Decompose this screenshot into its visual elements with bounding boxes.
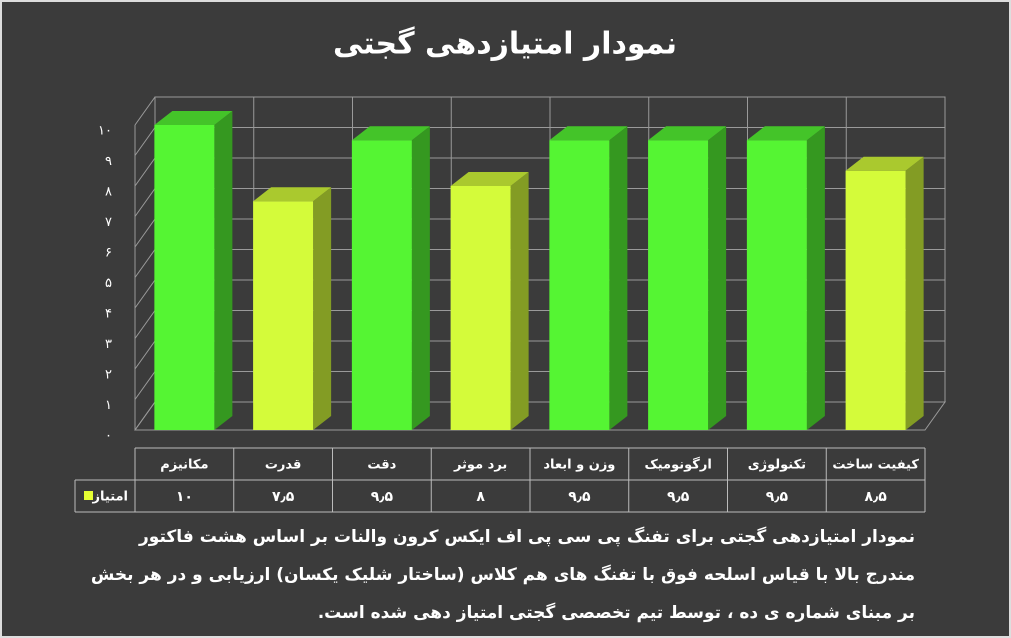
- bar-top: [845, 156, 924, 171]
- value-label: ۹٫۵: [766, 489, 789, 505]
- value-label: ۱۰: [176, 489, 193, 505]
- bar-top: [154, 111, 233, 125]
- x-tick-label: مکانیزم: [160, 458, 208, 473]
- bar-side: [708, 126, 727, 430]
- bar-side: [806, 126, 825, 430]
- x-tick-label: قدرت: [265, 458, 302, 473]
- bar: [746, 140, 807, 430]
- caption: نمودار امتیازدهی گجتی برای تفنگ پی سی پی…: [90, 527, 915, 623]
- y-tick-label: ۸: [105, 185, 112, 200]
- bar: [154, 125, 215, 430]
- x-tick-label: وزن و ابعاد: [543, 458, 615, 473]
- value-label: ۸: [476, 489, 485, 505]
- y-tick-label: ۱: [105, 398, 112, 413]
- y-tick-label: ۶: [105, 246, 112, 261]
- bar: [351, 140, 412, 430]
- chart-title: نمودار امتیازدهی گجتی: [333, 26, 677, 62]
- legend-label: امتیاز: [92, 490, 128, 505]
- value-label: ۹٫۵: [568, 489, 591, 505]
- bar: [549, 140, 610, 430]
- y-tick-label: ۱۰: [98, 124, 112, 139]
- y-tick-label: ۴: [105, 307, 112, 322]
- bar-top: [549, 126, 628, 141]
- bar-top: [648, 126, 727, 141]
- bar-side: [214, 111, 233, 430]
- y-tick-label: ۵: [105, 276, 112, 291]
- x-tick-label: کیفیت ساخت: [832, 458, 919, 473]
- x-tick-label: برد موثر: [453, 458, 507, 473]
- y-tick-label: ۲: [105, 368, 112, 383]
- y-tick-label: ۹: [105, 154, 112, 169]
- bar-top: [450, 172, 529, 186]
- x-tick-label: تکنولوژی: [748, 458, 806, 473]
- bar-side: [905, 156, 924, 430]
- value-label: ۷٫۵: [272, 489, 295, 505]
- bar-side: [313, 187, 332, 430]
- bar-side: [609, 126, 628, 430]
- bar: [845, 170, 906, 430]
- bar-top: [746, 126, 825, 141]
- value-label: ۸٫۵: [864, 489, 887, 505]
- bar: [450, 186, 511, 430]
- x-tick-label: ارگونومیک: [644, 457, 711, 473]
- bar-top: [351, 126, 430, 141]
- x-tick-label: دقت: [367, 458, 396, 473]
- legend-swatch: [84, 491, 93, 500]
- value-label: ۹٫۵: [371, 489, 394, 505]
- bar-side: [510, 172, 529, 430]
- y-tick-label: ۷: [105, 215, 112, 230]
- value-label: ۹٫۵: [667, 489, 690, 505]
- bar: [253, 201, 314, 430]
- y-tick-label: ۰: [105, 429, 112, 444]
- bar: [648, 140, 709, 430]
- bar-top: [253, 187, 332, 202]
- bar-side: [411, 126, 430, 430]
- grid-line: [134, 96, 945, 126]
- y-tick-label: ۳: [105, 337, 112, 352]
